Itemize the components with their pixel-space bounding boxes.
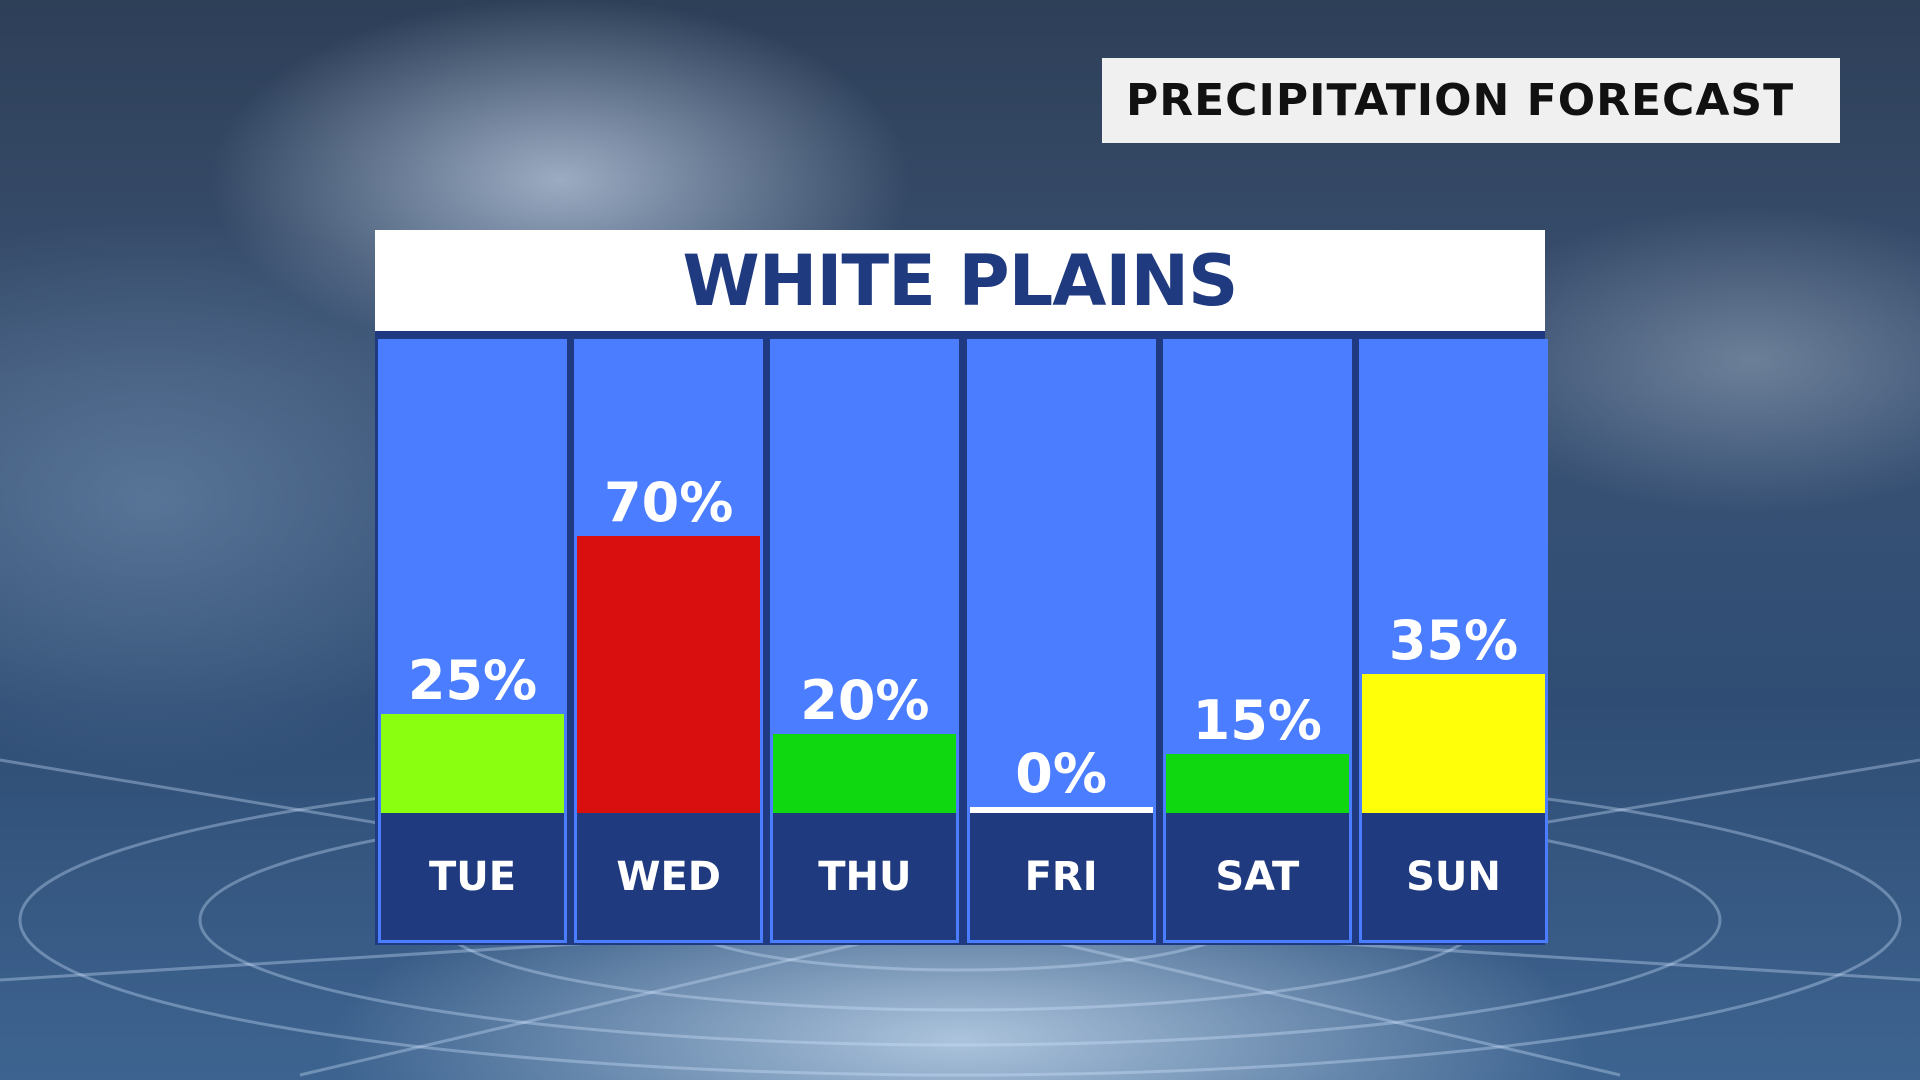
title-banner: PRECIPITATION FORECAST — [1102, 58, 1840, 143]
bar-wed — [577, 535, 761, 813]
data-label-wed: 70% — [604, 470, 734, 534]
chart-panel: WHITE PLAINS 25% TUE 70% WED 20% THU 0% FRI 15% S… — [375, 230, 1548, 945]
day-label-sat: SAT — [1215, 853, 1300, 900]
data-label-sun: 35% — [1388, 609, 1519, 673]
day-label-band: SUN — [1362, 813, 1545, 940]
bar-fri — [969, 807, 1153, 813]
day-label-band: FRI — [969, 813, 1153, 940]
bar-sun — [1362, 674, 1545, 813]
day-label-band: WED — [577, 813, 761, 940]
day-column-thu: 20% THU — [770, 339, 960, 943]
day-label-sun: SUN — [1406, 853, 1501, 900]
day-column-sat: 15% SAT — [1162, 339, 1352, 943]
data-label-fri: 0% — [1015, 742, 1107, 805]
bar-tue — [381, 714, 564, 813]
bar-sat — [1165, 753, 1349, 813]
day-label-wed: WED — [616, 853, 722, 900]
day-column-fri: 0% FRI — [966, 339, 1156, 943]
title-text: PRECIPITATION FORECAST — [1126, 75, 1795, 126]
day-label-thu: THU — [818, 853, 912, 900]
day-column-sun: 35% SUN — [1359, 339, 1548, 943]
day-column-wed: 70% WED — [574, 339, 764, 943]
day-column-tue: 25% TUE — [378, 339, 567, 943]
chart-title: WHITE PLAINS — [682, 239, 1239, 322]
day-label-band: TUE — [381, 813, 564, 940]
day-label-band: THU — [773, 813, 957, 940]
day-label-band: SAT — [1165, 813, 1349, 940]
day-label-tue: TUE — [428, 853, 517, 900]
chart-header: WHITE PLAINS — [375, 230, 1545, 331]
data-label-sat: 15% — [1192, 688, 1322, 752]
data-label-thu: 20% — [800, 668, 930, 732]
day-label-fri: FRI — [1024, 853, 1098, 900]
data-label-tue: 25% — [407, 649, 538, 712]
bar-thu — [773, 733, 957, 813]
